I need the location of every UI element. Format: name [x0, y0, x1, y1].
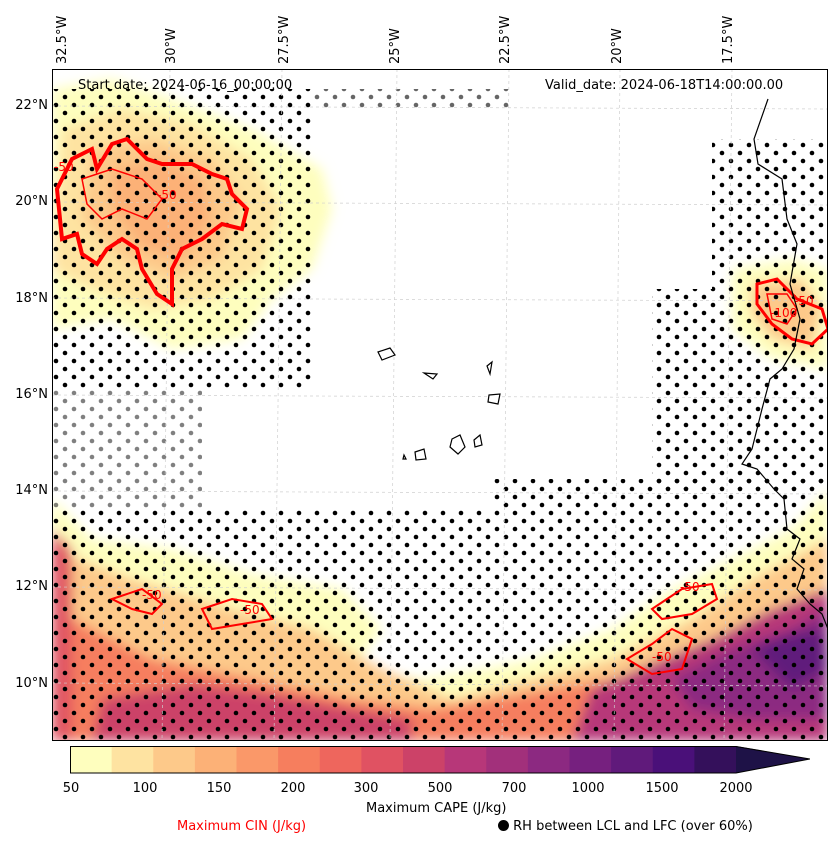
lat-label-12N: 12°N [15, 579, 48, 594]
colorbar-tick: 1500 [645, 781, 679, 796]
colorbar-tick: 100 [132, 781, 158, 796]
lon-label-27.5W: 27.5°W [277, 15, 292, 64]
colorbar-swatch [527, 746, 571, 773]
colorbar-tick: 2000 [719, 781, 753, 796]
lat-label-20N: 20°N [15, 194, 48, 209]
colorbar-swatch [403, 746, 446, 773]
colorbar-swatch [153, 746, 196, 773]
lon-label-17.5W: 17.5°W [721, 15, 736, 64]
lat-label-18N: 18°N [15, 291, 48, 306]
contour-label: -50 [794, 294, 814, 308]
lat-label-16N: 16°N [15, 387, 48, 402]
contour-label: -100 [770, 306, 797, 320]
lon-label-30W: 30°W [164, 28, 179, 64]
colorbar-swatch [70, 746, 113, 773]
colorbar-swatch [361, 746, 404, 773]
colorbar-tick: 200 [280, 781, 306, 796]
rh-stippling [52, 89, 828, 741]
lon-label-20W: 20°W [610, 28, 625, 64]
colorbar-swatch [652, 746, 695, 773]
lat-label-22N: 22°N [15, 98, 48, 113]
lon-label-25W: 25°W [388, 28, 403, 64]
start-date: Start date: 2024-06-16_00:00:00 [78, 78, 293, 93]
colorbar-swatch [486, 746, 529, 773]
colorbar-label: Maximum CAPE (J/kg) [366, 801, 507, 816]
rh-legend-label: RH between LCL and LFC (over 60%) [513, 819, 753, 834]
colorbar-tick: 50 [62, 781, 80, 796]
colorbar-tick: 1000 [571, 781, 605, 796]
colorbar-extend-arrow [736, 746, 810, 773]
cape-verde-islands [377, 347, 501, 461]
lon-label-32.5W: 32.5°W [55, 15, 70, 64]
cin-legend-label: Maximum CIN (J/kg) [177, 819, 307, 834]
contour-label: -50 [54, 160, 74, 174]
colorbar-swatch [236, 746, 279, 773]
colorbar-swatch [611, 746, 654, 773]
valid-date: Valid_date: 2024-06-18T14:00:00.00 [545, 78, 784, 93]
colorbar-tick: 700 [501, 781, 527, 796]
colorbar-swatch [569, 746, 612, 773]
colorbar-tick: 300 [353, 781, 379, 796]
colorbar-tick: 500 [427, 781, 453, 796]
contour-label: -50 [142, 588, 162, 602]
gridlines [52, 69, 828, 741]
colorbar-tick: 150 [206, 781, 232, 796]
colorbar-swatch [694, 746, 737, 773]
map-panel: -50 -50 -50 -50 -50 -50 -100 -50 [52, 69, 828, 741]
contour-label: -50 [157, 188, 177, 202]
contour-labels: -50 -50 -50 -50 -50 -50 -100 -50 [54, 160, 814, 664]
cape-colorbar [70, 746, 810, 774]
cin-contours [54, 136, 828, 676]
rh-dot-icon [498, 820, 509, 831]
colorbar-swatch [194, 746, 238, 773]
lat-label-10N: 10°N [15, 676, 48, 691]
lon-label-22.5W: 22.5°W [498, 15, 513, 64]
colorbar-swatch [278, 746, 321, 773]
coastline [741, 98, 828, 630]
rh-legend: RH between LCL and LFC (over 60%) [498, 819, 753, 834]
colorbar-swatch [111, 746, 154, 773]
colorbar-swatch [319, 746, 362, 773]
colorbar-swatch [444, 746, 487, 773]
contour-label: -50 [652, 650, 672, 664]
contour-label: -50 [240, 603, 260, 617]
lat-label-14N: 14°N [15, 483, 48, 498]
contour-label: -50 [680, 580, 700, 594]
